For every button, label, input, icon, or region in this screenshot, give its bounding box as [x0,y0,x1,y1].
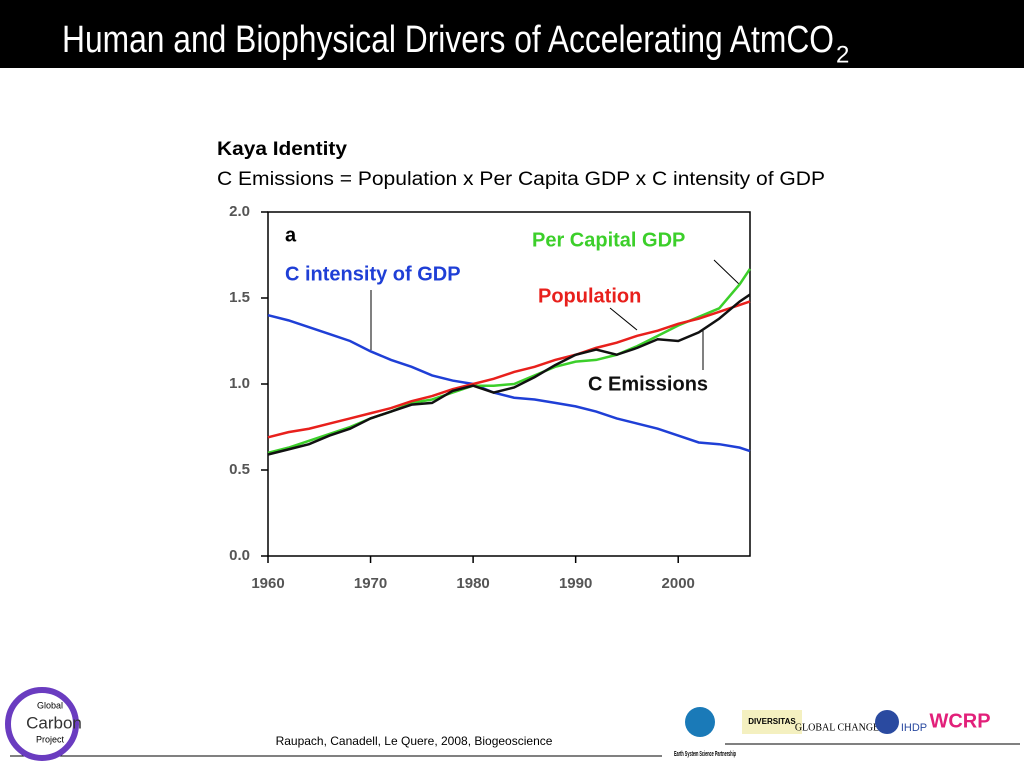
y-tick-label: 0.5 [229,461,250,478]
logo-text: DIVERSITAS [748,717,796,726]
series-label: Per Capital GDP [532,229,685,251]
logo-text: Carbon [26,713,82,732]
essp-logo [685,707,715,737]
leader-line [713,259,741,286]
x-tick-label: 2000 [662,575,695,592]
x-tick-label: 1980 [456,575,489,592]
logo-text: Earth System Science Partnership [674,751,736,758]
series-line [267,313,751,453]
slide-title: Human and Biophysical Drivers of Acceler… [62,19,834,61]
logo-text: Project [36,734,65,744]
x-tick-label: 1970 [354,575,387,592]
title-subscript: 2 [836,41,849,68]
diversitas-logo [742,710,802,734]
gcp-logo [5,687,79,761]
title-bar [0,0,1024,68]
series-line [267,300,751,439]
logo-text: IHDP [901,722,927,734]
y-tick-label: 2.0 [229,203,250,220]
x-tick-label: 1990 [559,575,592,592]
series-label: Population [538,285,641,307]
series-label: C Emissions [588,373,708,395]
logo-text: WCRP [929,710,990,732]
ihdp-logo [875,710,899,734]
logo-text: Global [37,700,63,710]
panel-label: a [285,224,297,246]
series-label: C intensity of GDP [285,263,461,285]
x-tick-label: 1960 [251,575,284,592]
leader-line [609,307,638,331]
series-line [267,293,751,456]
heading: Kaya Identity [217,139,347,160]
y-tick-label: 1.5 [229,289,250,306]
y-tick-label: 1.0 [229,375,250,392]
subheading: C Emissions = Population x Per Capita GD… [217,169,825,190]
logo-text: GLOBAL CHANGE [795,722,879,733]
y-tick-label: 0.0 [229,547,250,564]
series-line [267,268,752,455]
citation: Raupach, Canadell, Le Quere, 2008, Bioge… [276,734,553,748]
